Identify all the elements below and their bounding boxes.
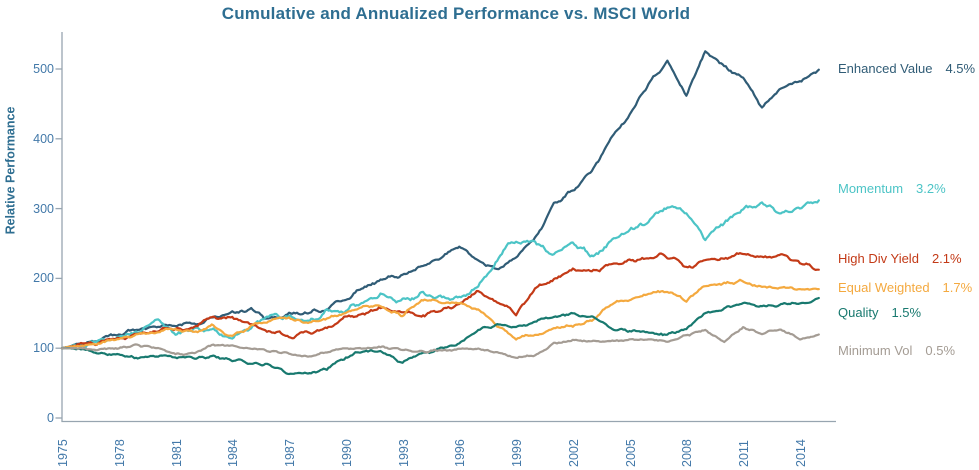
series-line-minimum-vol — [60, 326, 820, 359]
legend-label: Equal Weighted — [838, 280, 930, 295]
series-line-quality — [60, 296, 820, 376]
x-axis-tick-label-1990: 1990 — [339, 439, 354, 467]
legend-label: Quality — [838, 305, 879, 320]
legend-value: 0.5% — [925, 343, 956, 358]
legend-label: High Div Yield — [838, 251, 919, 266]
y-axis-tick-label-200: 200 — [33, 271, 54, 286]
x-axis-tick-label-2005: 2005 — [623, 439, 638, 467]
y-axis-tick-label-500: 500 — [33, 62, 54, 76]
legend-item-equal-weighted: Equal Weighted 1.7% — [838, 280, 972, 295]
series-line-equal-weighted — [60, 278, 820, 350]
legend-value: 1.5% — [891, 305, 922, 320]
x-axis-tick-label-2011: 2011 — [737, 440, 752, 467]
y-axis-tick-label-100: 100 — [33, 341, 54, 356]
x-axis-tick-label-1999: 1999 — [510, 439, 525, 467]
y-axis-tick-label-0: 0 — [47, 411, 54, 425]
legend-item-quality: Quality 1.5% — [838, 305, 921, 320]
x-axis-tick-label-2014: 2014 — [793, 439, 808, 467]
series-line-high-div-yield — [60, 252, 820, 350]
x-axis-tick-label-1975: 1975 — [56, 439, 70, 467]
legend-value: 3.2% — [916, 181, 946, 196]
x-axis-tick-label-1987: 1987 — [283, 439, 298, 467]
legend-value: 1.7% — [942, 280, 973, 295]
x-axis-tick-label-1996: 1996 — [453, 439, 468, 467]
legend-item-momentum: Momentum 3.2% — [838, 181, 946, 196]
y-axis-tick-label-400: 400 — [33, 131, 54, 146]
legend-label: Enhanced Value — [838, 61, 933, 76]
legend-value: 4.5% — [945, 61, 976, 76]
x-axis-tick-label-1981: 1981 — [169, 439, 184, 467]
legend-label: Momentum — [838, 181, 904, 196]
y-axis-title: Relative Performance — [3, 106, 18, 235]
x-axis-tick-label-1978: 1978 — [112, 439, 127, 467]
x-axis-tick-label-2008: 2008 — [680, 439, 695, 467]
legend-item-minimum-vol: Minimum Vol 0.5% — [838, 343, 955, 358]
chart-title: Cumulative and Annualized Performance vs… — [221, 4, 691, 23]
legend-label: Minimum Vol — [838, 343, 913, 358]
legend-item-high-div-yield: High Div Yield 2.1% — [838, 251, 962, 266]
x-axis-tick-label-1993: 1993 — [396, 439, 411, 467]
series-line-enhanced-value — [60, 50, 820, 350]
x-axis-tick-label-2002: 2002 — [566, 439, 581, 467]
y-axis-tick-label-300: 300 — [33, 201, 54, 216]
legend-value: 2.1% — [931, 251, 962, 266]
x-axis-tick-label-1984: 1984 — [226, 439, 241, 467]
legend-item-enhanced-value: Enhanced Value 4.5% — [838, 61, 975, 76]
